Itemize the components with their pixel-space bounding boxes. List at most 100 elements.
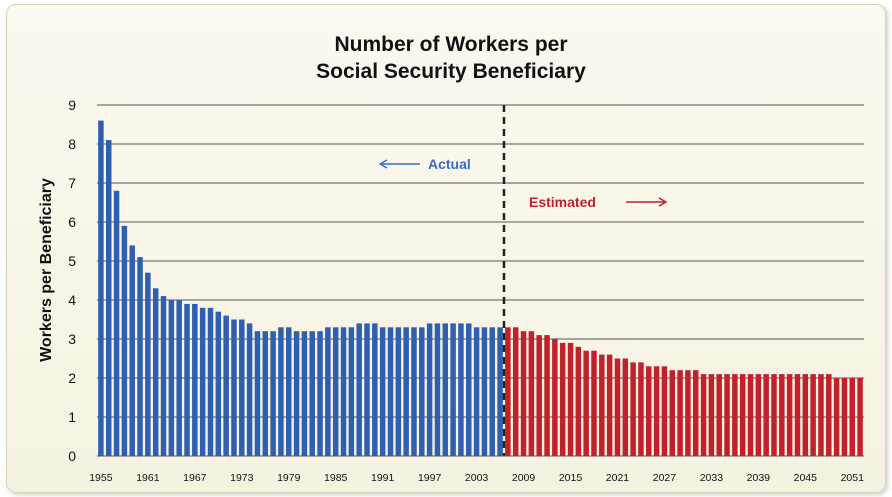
bar-actual-1995 xyxy=(411,327,417,456)
bar-actual-1972 xyxy=(231,319,237,456)
bar-estimated-2044 xyxy=(794,374,801,456)
bar-actual-1987 xyxy=(348,327,355,456)
bar-actual-1965 xyxy=(176,300,182,456)
bar-actual-1983 xyxy=(317,331,323,456)
bar-estimated-2040 xyxy=(763,374,769,456)
bar-estimated-2033 xyxy=(708,374,715,456)
bar-actual-1968 xyxy=(199,307,206,456)
bar-actual-1984 xyxy=(325,327,331,456)
y-tick-label: 8 xyxy=(68,136,76,152)
bar-actual-1958 xyxy=(121,225,128,456)
bar-estimated-2012 xyxy=(544,335,550,456)
bar-estimated-2028 xyxy=(669,370,675,456)
x-tick-label: 1985 xyxy=(324,472,348,484)
x-tick-label: 2015 xyxy=(559,472,583,484)
bar-actual-1998 xyxy=(434,323,441,456)
bar-actual-1993 xyxy=(395,327,402,456)
bar-actual-1961 xyxy=(145,272,151,456)
bar-actual-1990 xyxy=(372,323,378,456)
y-tick-label: 9 xyxy=(68,97,76,113)
bar-estimated-2029 xyxy=(677,370,683,456)
bar-actual-2004 xyxy=(481,327,488,456)
bar-actual-1955 xyxy=(98,120,104,456)
bar-actual-1971 xyxy=(223,315,229,456)
x-tick-label: 2039 xyxy=(747,472,771,484)
bar-actual-1962 xyxy=(152,288,159,456)
bar-actual-1982 xyxy=(309,331,315,456)
bar-actual-1956 xyxy=(106,140,112,456)
bar-estimated-2037 xyxy=(739,374,746,456)
bar-actual-1976 xyxy=(262,331,269,456)
bar-estimated-2036 xyxy=(732,374,738,456)
bar-actual-1986 xyxy=(340,327,347,456)
y-tick-label: 5 xyxy=(68,253,76,269)
bar-estimated-2030 xyxy=(685,370,691,456)
y-tick-label: 2 xyxy=(68,370,76,386)
bar-estimated-2039 xyxy=(755,374,762,456)
x-tick-label: 1961 xyxy=(136,472,160,484)
y-tick-labels: 0 1 2 3 4 5 6 7 8 9 xyxy=(68,97,76,464)
y-tick-label: 1 xyxy=(68,409,76,425)
bar-estimated-2015 xyxy=(567,342,574,456)
x-tick-label: 2045 xyxy=(794,472,818,484)
bar-actual-2000 xyxy=(450,323,456,456)
bar-actual-1989 xyxy=(364,323,370,456)
bar-estimated-2017 xyxy=(583,350,589,456)
bar-actual-1969 xyxy=(207,307,214,456)
bar-estimated-2035 xyxy=(724,374,730,456)
bar-estimated-2016 xyxy=(575,346,582,456)
x-tick-label: 1973 xyxy=(230,472,254,484)
bar-estimated-2038 xyxy=(747,374,754,456)
x-tick-label: 1979 xyxy=(277,472,301,484)
chart-title-line-2: Social Security Beneficiary xyxy=(316,60,586,83)
y-axis-label: Workers per Beneficiary xyxy=(38,178,55,362)
bar-actual-1967 xyxy=(192,303,198,456)
bar-actual-1970 xyxy=(215,311,222,456)
bar-estimated-2023 xyxy=(630,362,636,456)
bar-estimated-2008 xyxy=(512,327,519,456)
bar-actual-1964 xyxy=(168,300,175,456)
y-tick-label: 3 xyxy=(68,331,76,347)
bar-estimated-2050 xyxy=(841,378,848,456)
x-tick-label: 2003 xyxy=(465,472,489,484)
y-tick-label: 6 xyxy=(68,214,76,230)
bar-actual-1985 xyxy=(332,327,339,456)
bar-actual-2001 xyxy=(458,323,464,456)
bar-actual-1980 xyxy=(293,331,300,456)
bar-estimated-2024 xyxy=(638,362,644,456)
bar-estimated-2046 xyxy=(810,374,816,456)
bar-actual-1997 xyxy=(426,323,433,456)
bar-estimated-2031 xyxy=(692,370,699,456)
bar-estimated-2021 xyxy=(614,358,621,456)
bar-actual-1959 xyxy=(129,245,135,456)
x-tick-label: 2009 xyxy=(512,472,536,484)
bar-estimated-2010 xyxy=(528,331,535,456)
x-tick-label: 1967 xyxy=(183,472,207,484)
bar-estimated-2013 xyxy=(552,339,558,456)
bar-actual-1963 xyxy=(160,296,167,456)
bar-actual-2005 xyxy=(489,327,495,456)
bar-actual-1960 xyxy=(137,257,143,456)
bar-actual-1973 xyxy=(239,319,245,456)
bar-estimated-2043 xyxy=(786,374,793,456)
bar-estimated-2042 xyxy=(779,374,785,456)
bar-estimated-2009 xyxy=(520,331,527,456)
bar-estimated-2034 xyxy=(716,374,722,456)
bar-estimated-2027 xyxy=(661,366,668,456)
y-tick-label: 0 xyxy=(68,448,76,464)
bar-estimated-2052 xyxy=(857,378,863,456)
bar-actual-1996 xyxy=(419,327,425,456)
bar-estimated-2049 xyxy=(833,378,840,456)
bar-actual-1999 xyxy=(442,323,449,456)
x-tick-label: 2051 xyxy=(841,472,865,484)
bar-estimated-2047 xyxy=(818,374,824,456)
x-tick-label: 1955 xyxy=(89,472,113,484)
y-tick-label: 7 xyxy=(68,175,76,191)
estimated-annotation: Estimated xyxy=(529,194,668,210)
bar-estimated-2041 xyxy=(771,374,777,456)
x-tick-label: 1997 xyxy=(418,472,442,484)
bar-actual-1991 xyxy=(379,327,386,456)
bar-estimated-2045 xyxy=(802,374,809,456)
bar-estimated-2032 xyxy=(700,374,707,456)
